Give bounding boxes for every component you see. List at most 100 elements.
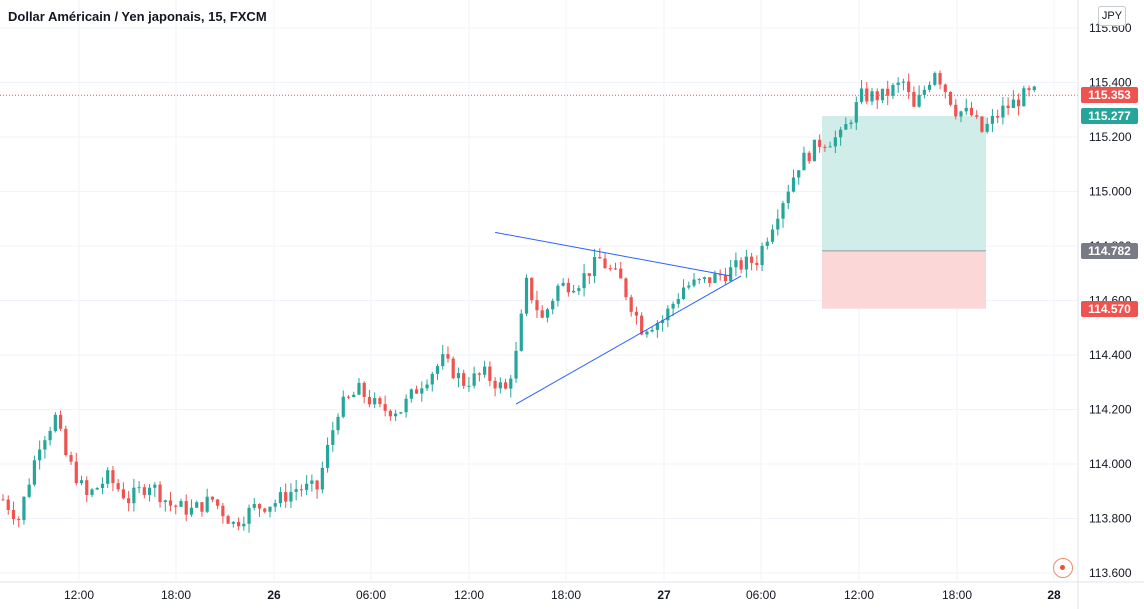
candle-body	[38, 449, 42, 461]
candle-body	[1006, 105, 1010, 109]
profit-zone	[822, 116, 986, 251]
candle-body	[404, 398, 408, 413]
candle-body	[189, 507, 194, 515]
candle-body	[896, 82, 900, 86]
candle-body	[174, 505, 178, 507]
candle-body	[257, 504, 262, 509]
candle-body	[959, 111, 963, 117]
candle-body	[498, 382, 502, 389]
candle-body	[770, 229, 775, 242]
candle-body	[79, 480, 84, 484]
candle-body	[592, 256, 597, 276]
candle-body	[776, 218, 780, 230]
candle-body	[64, 428, 68, 456]
candle-body	[1001, 105, 1005, 118]
candle-body	[943, 84, 947, 92]
record-icon[interactable]	[1053, 558, 1073, 578]
candle-body	[865, 88, 869, 102]
candle-body	[907, 81, 911, 93]
candle-body	[613, 268, 618, 270]
candle-body	[582, 273, 586, 289]
candle-body	[48, 430, 52, 441]
candle-body	[226, 516, 230, 524]
candle-body	[32, 460, 37, 485]
candle-body	[346, 396, 351, 398]
candle-body	[938, 73, 942, 85]
price-tick-label: 114.400	[1089, 348, 1132, 362]
candle-body	[645, 331, 649, 335]
candle-body	[561, 282, 565, 286]
last-price-tag: 115.353	[1081, 87, 1138, 104]
candle-body	[58, 414, 63, 429]
candle-body	[294, 489, 298, 492]
candle-body	[975, 115, 979, 117]
candles	[1, 70, 1036, 533]
candle-body	[985, 123, 989, 132]
currency-badge[interactable]: JPY	[1098, 6, 1126, 26]
candle-body	[503, 382, 508, 389]
candle-body	[781, 203, 785, 219]
candle-body	[435, 366, 440, 374]
candle-body	[69, 455, 73, 462]
candle-body	[676, 299, 680, 304]
candle-body	[886, 88, 890, 96]
candle-body	[420, 388, 424, 394]
candle-body	[137, 487, 141, 489]
candle-body	[352, 394, 356, 398]
candle-body	[671, 303, 675, 309]
candle-body	[357, 382, 361, 395]
candle-body	[388, 410, 392, 417]
candle-body	[467, 385, 471, 387]
candle-body	[551, 300, 555, 310]
candle-body	[425, 384, 429, 389]
candle-body	[713, 273, 717, 283]
candle-body	[179, 501, 183, 507]
candle-body	[147, 487, 152, 495]
candle-body	[692, 279, 696, 286]
time-tick-label: 06:00	[746, 588, 776, 602]
candle-body	[969, 107, 974, 116]
candle-body	[273, 503, 277, 507]
candle-body	[414, 389, 419, 394]
candle-body	[729, 267, 733, 282]
candle-body	[833, 137, 837, 147]
candle-body	[875, 91, 879, 101]
candle-body	[640, 315, 644, 335]
candle-body	[11, 509, 16, 520]
candle-body	[765, 241, 769, 246]
grid	[0, 0, 1078, 580]
loss-zone	[822, 250, 986, 309]
candle-body	[629, 297, 633, 312]
candle-body	[760, 245, 764, 266]
candle-body	[200, 502, 204, 512]
candle-body	[849, 122, 853, 125]
symbol-title[interactable]: Dollar Américain / Yen japonais, 15, FXC…	[8, 9, 267, 24]
candle-body	[216, 499, 220, 506]
candle-body	[367, 397, 372, 405]
candle-body	[142, 487, 146, 495]
price-tick-label: 115.400	[1089, 76, 1132, 90]
candle-body	[650, 329, 654, 332]
candle-body	[917, 94, 921, 107]
candle-body	[624, 278, 628, 298]
candle-body	[572, 290, 576, 293]
candle-body	[289, 491, 293, 502]
candle-body	[948, 91, 953, 105]
candle-body	[462, 373, 466, 386]
candle-body	[231, 521, 235, 524]
candle-body	[90, 489, 94, 496]
candle-body	[964, 107, 968, 112]
time-tick-label: 28	[1047, 588, 1061, 602]
candle-body	[341, 396, 345, 417]
candle-body	[378, 398, 382, 405]
candle-body	[247, 507, 251, 524]
candle-body	[409, 389, 413, 399]
candle-body	[95, 487, 99, 490]
candle-body	[53, 414, 57, 431]
candle-body	[509, 378, 513, 389]
candle-body	[697, 279, 701, 281]
candle-body	[854, 102, 858, 123]
candle-body	[43, 440, 47, 450]
candle-body	[954, 104, 958, 117]
